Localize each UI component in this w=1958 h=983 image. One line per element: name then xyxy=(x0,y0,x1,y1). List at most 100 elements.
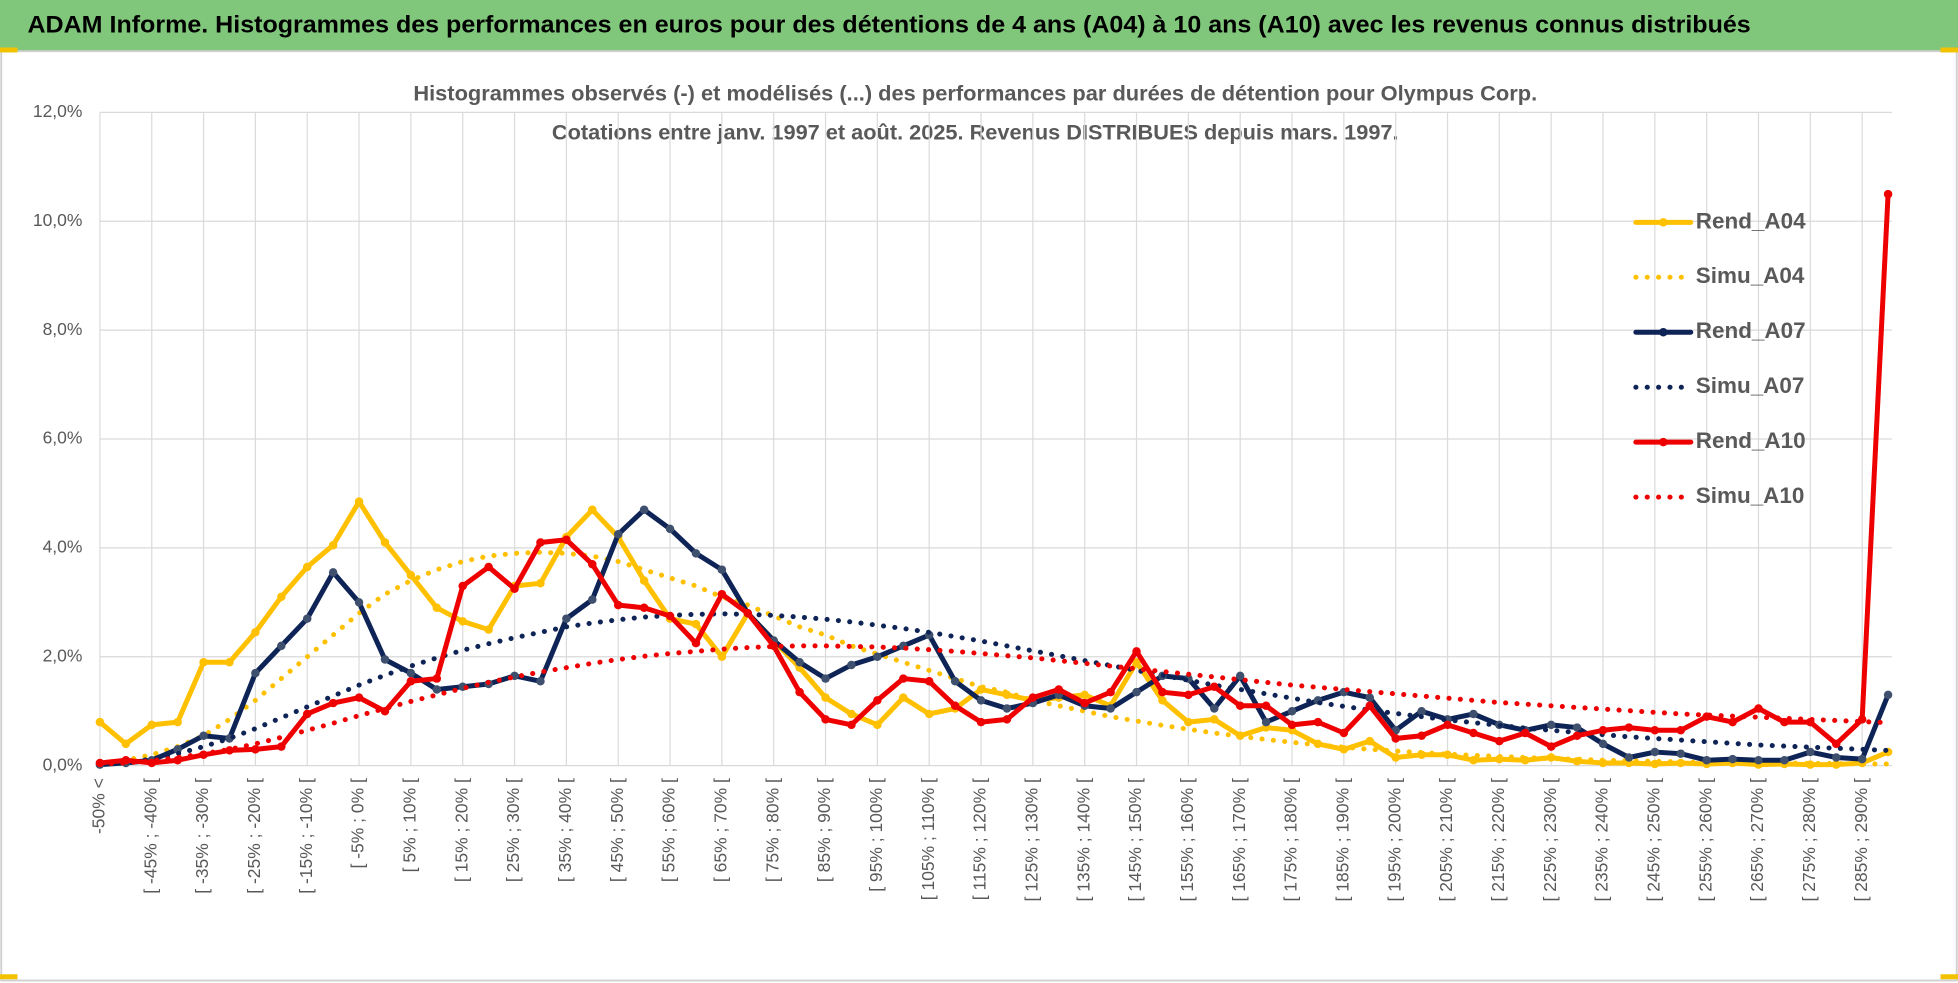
data-point xyxy=(1469,709,1478,719)
data-point xyxy=(743,608,753,618)
data-point xyxy=(1313,717,1323,727)
data-point xyxy=(251,745,260,754)
page-title: ADAM Informe. Histogrammes des performan… xyxy=(27,12,1750,38)
data-point xyxy=(1443,720,1452,730)
model-line xyxy=(97,643,1891,767)
data-point xyxy=(1184,690,1193,700)
data-point xyxy=(691,619,701,629)
data-point xyxy=(147,720,156,730)
x-tick-label: [ 55% ; 60% [ xyxy=(659,778,679,882)
data-point xyxy=(1287,706,1297,716)
y-tick-label: 10,0% xyxy=(33,210,83,230)
data-point xyxy=(821,674,830,683)
data-point xyxy=(536,579,545,588)
data-point xyxy=(536,677,545,686)
data-point xyxy=(1495,736,1504,746)
data-point xyxy=(795,657,804,667)
data-point xyxy=(458,617,467,626)
data-point xyxy=(976,696,986,705)
data-point xyxy=(1728,717,1737,727)
data-point xyxy=(1365,736,1375,746)
x-tick-label: [ 215% ; 220% [ xyxy=(1488,778,1508,901)
data-point xyxy=(1184,717,1193,727)
data-point xyxy=(1132,647,1141,656)
data-point xyxy=(1287,720,1297,730)
data-point xyxy=(588,595,597,604)
data-point xyxy=(691,549,701,558)
data-point xyxy=(873,652,882,662)
data-point xyxy=(795,687,804,697)
data-point xyxy=(1831,760,1841,769)
data-point xyxy=(1080,690,1089,700)
data-point xyxy=(173,717,182,727)
x-tick-label: [ 105% ; 110% [ xyxy=(918,778,938,900)
data-point xyxy=(354,497,364,506)
data-point xyxy=(1469,755,1478,765)
data-point xyxy=(1365,701,1375,711)
data-point xyxy=(458,581,467,591)
x-tick-label: [ -25% ; -20% [ xyxy=(244,778,264,894)
data-point xyxy=(1365,693,1375,702)
data-point xyxy=(1702,755,1711,765)
x-tick-label: [ 25% ; 30% [ xyxy=(503,778,523,882)
x-tick-label: [ 155% ; 160% [ xyxy=(1177,778,1197,901)
x-tick-label: [ 65% ; 70% [ xyxy=(710,778,730,882)
data-point xyxy=(1780,755,1789,765)
data-point xyxy=(251,668,260,678)
corner-mark xyxy=(1940,974,1958,980)
x-tick-label: [ 205% ; 210% [ xyxy=(1436,778,1456,901)
data-point xyxy=(277,641,286,651)
data-point xyxy=(1261,717,1271,727)
data-point xyxy=(1831,739,1841,749)
x-tick-label: [ 135% ; 140% [ xyxy=(1073,778,1093,901)
data-point xyxy=(277,742,286,751)
data-point xyxy=(847,660,856,670)
data-point xyxy=(380,655,390,664)
data-point xyxy=(302,562,312,572)
data-point xyxy=(1210,682,1219,691)
observed-line xyxy=(97,191,1891,766)
data-point xyxy=(1391,734,1400,743)
data-point xyxy=(1054,685,1064,694)
data-point xyxy=(639,505,649,515)
data-point xyxy=(639,603,649,613)
data-point xyxy=(1857,715,1867,724)
legend-label: Simu_A10 xyxy=(1696,483,1805,508)
y-tick-label: 8,0% xyxy=(43,319,83,339)
data-point xyxy=(1728,754,1737,764)
data-point xyxy=(1624,723,1634,732)
data-point xyxy=(432,603,442,613)
grid xyxy=(99,111,1892,767)
data-point xyxy=(950,701,960,711)
x-tick-label: [ 235% ; 240% [ xyxy=(1592,778,1612,901)
data-point xyxy=(432,674,442,683)
x-tick-label: [ 45% ; 50% [ xyxy=(607,778,627,882)
x-tick-label: [ 145% ; 150% [ xyxy=(1125,778,1145,901)
data-point xyxy=(873,696,882,705)
x-tick-label: [ 35% ; 40% [ xyxy=(555,778,575,882)
model-line xyxy=(97,549,1891,767)
x-tick-label: [ 125% ; 130% [ xyxy=(1021,778,1041,901)
data-point xyxy=(1339,728,1349,738)
corner-mark xyxy=(0,974,18,980)
data-point xyxy=(1806,747,1815,757)
header-bar xyxy=(0,0,1958,52)
observed-line xyxy=(97,499,1891,768)
data-point xyxy=(354,598,364,607)
data-point xyxy=(899,693,908,702)
data-point xyxy=(1028,693,1038,702)
data-point xyxy=(821,693,830,702)
data-point xyxy=(536,538,545,547)
data-point xyxy=(665,524,675,534)
data-point xyxy=(1002,704,1012,713)
legend-label: Rend_A10 xyxy=(1696,428,1806,453)
data-point xyxy=(1831,753,1841,762)
chart-subtitle: Histogrammes observés (-) et modélisés (… xyxy=(413,83,1537,106)
data-point xyxy=(899,674,908,683)
data-point xyxy=(1391,753,1400,762)
data-point xyxy=(1546,753,1556,762)
x-tick-label: [ 285% ; 290% [ xyxy=(1851,778,1871,901)
data-point xyxy=(1521,728,1530,738)
